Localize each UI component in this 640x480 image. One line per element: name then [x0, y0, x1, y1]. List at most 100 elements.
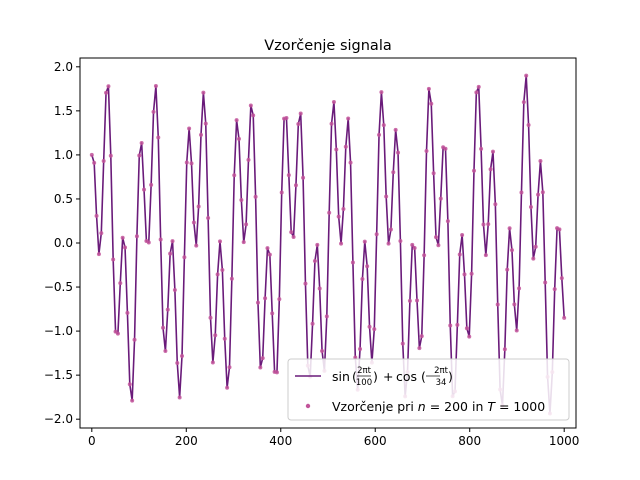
sample-point	[348, 160, 353, 165]
sample-point	[372, 327, 377, 332]
y-tick-label: 0.5	[54, 192, 73, 206]
sample-point	[543, 280, 548, 285]
sample-point	[194, 243, 199, 248]
sample-point	[236, 136, 241, 141]
plot-area	[89, 73, 567, 416]
sample-point	[331, 100, 336, 105]
sample-point	[298, 111, 303, 116]
sample-point	[467, 334, 472, 339]
sample-point	[381, 123, 386, 128]
legend-cos-text: cos	[396, 369, 417, 384]
sample-point	[410, 242, 415, 247]
sample-point	[490, 149, 495, 154]
legend: sin ( 2πt 100 ) + cos ( 2πt 34 ) Vzorčen…	[287, 358, 570, 421]
legend-box	[287, 358, 570, 421]
sample-point	[267, 252, 272, 257]
sample-point	[436, 243, 441, 248]
sample-point	[438, 196, 443, 201]
sample-point	[445, 219, 450, 224]
sample-point	[336, 214, 341, 219]
sample-point	[177, 395, 182, 400]
sample-point	[161, 325, 166, 330]
sample-point	[431, 171, 436, 176]
sample-point	[296, 122, 301, 127]
sample-point	[165, 307, 170, 312]
sample-point	[106, 84, 111, 89]
sample-point	[255, 300, 260, 305]
y-tick-label: 1.5	[54, 104, 73, 118]
sample-point	[270, 311, 275, 316]
sample-point	[353, 355, 358, 360]
sample-point	[263, 296, 268, 301]
sample-point	[552, 287, 557, 292]
sample-point	[386, 241, 391, 246]
sample-point	[362, 239, 367, 244]
y-tick-label: 1.0	[54, 148, 73, 162]
sample-point	[291, 235, 296, 240]
y-tick-label: 2.0	[54, 60, 73, 74]
legend-line-label: sin ( 2πt 100 ) + cos ( 2πt 34 )	[332, 366, 453, 388]
sample-point	[301, 175, 306, 180]
sample-point	[448, 323, 453, 328]
sample-point	[486, 222, 491, 227]
sample-point	[391, 170, 396, 175]
sample-point	[246, 157, 251, 162]
sample-point	[514, 328, 519, 333]
sample-point	[327, 210, 332, 215]
y-tick-label: −2.0	[44, 412, 73, 426]
sample-point	[407, 298, 412, 303]
sample-point	[350, 260, 355, 265]
sample-point	[153, 84, 158, 89]
legend-paren: )	[373, 369, 378, 384]
sample-point	[293, 183, 298, 188]
sample-point	[509, 248, 514, 253]
sample-point	[488, 167, 493, 172]
sample-point	[92, 160, 97, 165]
y-tick-label: −0.5	[44, 280, 73, 294]
sample-point	[94, 213, 99, 218]
sample-point	[149, 182, 154, 187]
sample-point	[206, 215, 211, 220]
sample-point	[540, 190, 545, 195]
sample-point	[232, 173, 237, 178]
x-tick-label: 200	[175, 434, 198, 448]
legend-sin-text: sin	[332, 369, 350, 384]
sample-point	[156, 135, 161, 140]
legend-paren: )	[448, 369, 453, 384]
sample-point	[123, 245, 128, 250]
y-tick-label: 0.0	[54, 236, 73, 250]
sample-point	[512, 302, 517, 307]
x-tick-label: 0	[88, 434, 96, 448]
sample-point	[130, 398, 135, 403]
sample-point	[127, 382, 132, 387]
sample-point	[531, 256, 536, 261]
legend-paren: (	[421, 369, 426, 384]
sample-point	[104, 90, 109, 95]
sample-point	[260, 356, 265, 361]
sample-point	[234, 118, 239, 123]
sample-point	[329, 121, 334, 126]
sample-point	[455, 322, 460, 327]
sample-point	[142, 187, 147, 192]
sample-point	[253, 194, 258, 199]
sample-point	[417, 346, 422, 351]
sample-point	[118, 281, 123, 286]
sample-point	[460, 233, 465, 238]
sample-point	[398, 239, 403, 244]
legend-paren: (	[352, 369, 357, 384]
sample-point	[229, 276, 234, 281]
sample-point	[426, 86, 431, 91]
sample-point	[358, 346, 363, 351]
sample-point	[495, 302, 500, 307]
sample-point	[151, 109, 156, 114]
sample-point	[457, 252, 462, 257]
legend-scatter-swatch	[305, 403, 311, 409]
sample-point	[217, 239, 222, 244]
sample-point	[434, 235, 439, 240]
sample-point	[507, 226, 512, 231]
sample-point	[251, 113, 256, 118]
sample-point	[284, 116, 289, 121]
sample-point	[158, 237, 163, 242]
sample-point	[469, 271, 474, 276]
